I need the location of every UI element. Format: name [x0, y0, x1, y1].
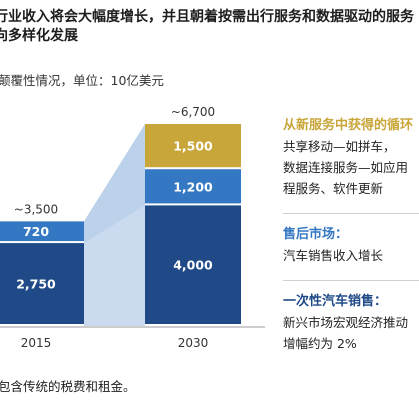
bar-total-label: ~3,500: [14, 202, 58, 216]
bar-value-label: 1,200: [173, 179, 213, 194]
headline-line-1: 行业收入将会大幅度增长，并且朝着按需出行服务和数据驱动的服务: [0, 9, 414, 25]
bar-segment-2015-1: [0, 221, 84, 242]
legend-vehicle-sales-line-2: 增幅约为 2%: [283, 336, 357, 351]
legend-divider: [283, 213, 419, 214]
bar-segment-2030-1: [145, 169, 241, 204]
headline-line-2: 向多样化发展: [0, 28, 78, 44]
x-axis-tick-label: 2030: [178, 336, 209, 350]
legend-new-services-line-1: 共享移动—如拼车，: [283, 139, 396, 154]
bar-segment-2030-2: [145, 124, 241, 168]
legend-aftermarket-line-1: 汽车销售收入增长: [283, 248, 384, 263]
headline: 行业收入将会大幅度增长，并且朝着按需出行服务和数据驱动的服务 向多样化发展: [0, 8, 419, 46]
connector-band: [84, 124, 145, 326]
legend-aftermarket: 售后市场： 汽车销售收入增长: [283, 224, 419, 266]
bar-segment-2030-0: [145, 205, 241, 324]
legend-divider: [283, 280, 419, 281]
legend-vehicle-sales: 一次性汽车销售： 新兴市场宏观经济推动 增幅约为 2%: [283, 291, 419, 354]
legend-vehicle-sales-heading: 一次性汽车销售：: [283, 294, 388, 309]
bar-total-label: ~6,700: [171, 105, 215, 119]
x-axis-tick-label: 2015: [21, 336, 52, 350]
bar-value-label: 720: [23, 224, 49, 239]
stacked-bar-chart: 2,750 720 ~3,500 2015 4,000 1,200 1,500 ~6,700 2…: [0, 105, 265, 350]
legend-new-services: 从新服务中获得的循环 共享移动—如拼车， 数据连接服务—如应用 程服务、软件更新: [283, 115, 419, 199]
chart-subtitle: 颠覆性情况，单位：10亿美元: [0, 73, 164, 88]
legend-aftermarket-heading: 售后市场：: [283, 227, 349, 242]
legend-new-services-heading: 从新服务中获得的循环: [283, 118, 414, 133]
footnote: 包含传统的税费和租金。: [0, 379, 136, 394]
legend-new-services-line-2: 数据连接服务—如应用: [283, 160, 409, 175]
legend-panel: 从新服务中获得的循环 共享移动—如拼车， 数据连接服务—如应用 程服务、软件更新…: [283, 115, 419, 368]
legend-vehicle-sales-line-1: 新兴市场宏观经济推动: [283, 315, 409, 330]
bar-segment-2015-0: [0, 243, 84, 324]
legend-new-services-line-3: 程服务、软件更新: [283, 181, 384, 196]
bar-value-label: 1,500: [173, 139, 213, 154]
bar-value-label: 2,750: [16, 277, 56, 292]
bar-value-label: 4,000: [173, 258, 213, 273]
